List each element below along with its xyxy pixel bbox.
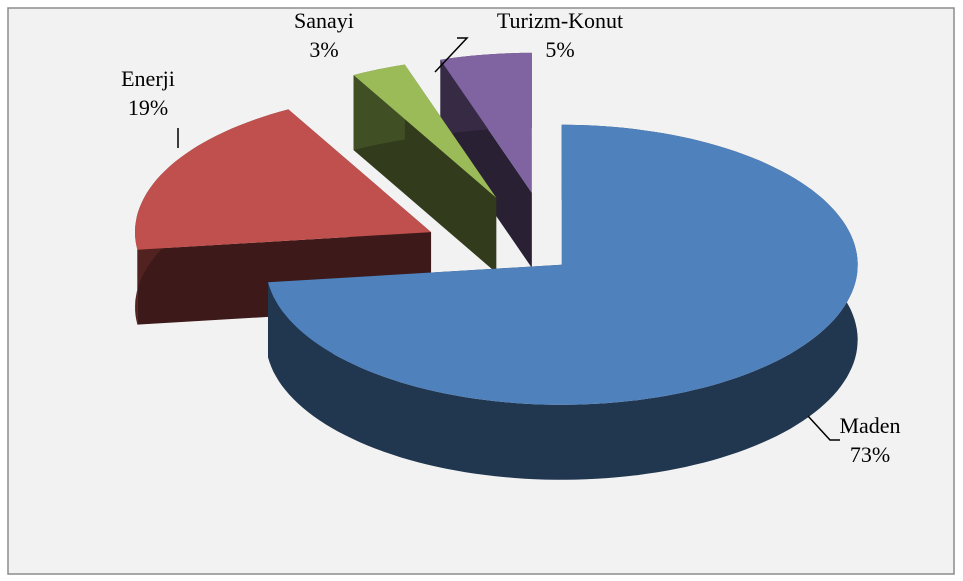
data-label-value: 73% (850, 442, 890, 467)
data-label-name: Enerji (121, 66, 175, 91)
leader-line (434, 37, 469, 73)
data-label-name: Turizm-Konut (497, 8, 623, 33)
data-label-value: 5% (545, 37, 574, 62)
slice (440, 52, 532, 193)
slice (268, 124, 858, 405)
data-label-name: Maden (839, 413, 900, 438)
slice (353, 64, 497, 198)
leader-line (807, 415, 840, 441)
data-label-value: 3% (309, 37, 338, 62)
data-label-value: 19% (128, 95, 168, 120)
data-label-name: Sanayi (294, 8, 354, 33)
slice (135, 109, 432, 250)
